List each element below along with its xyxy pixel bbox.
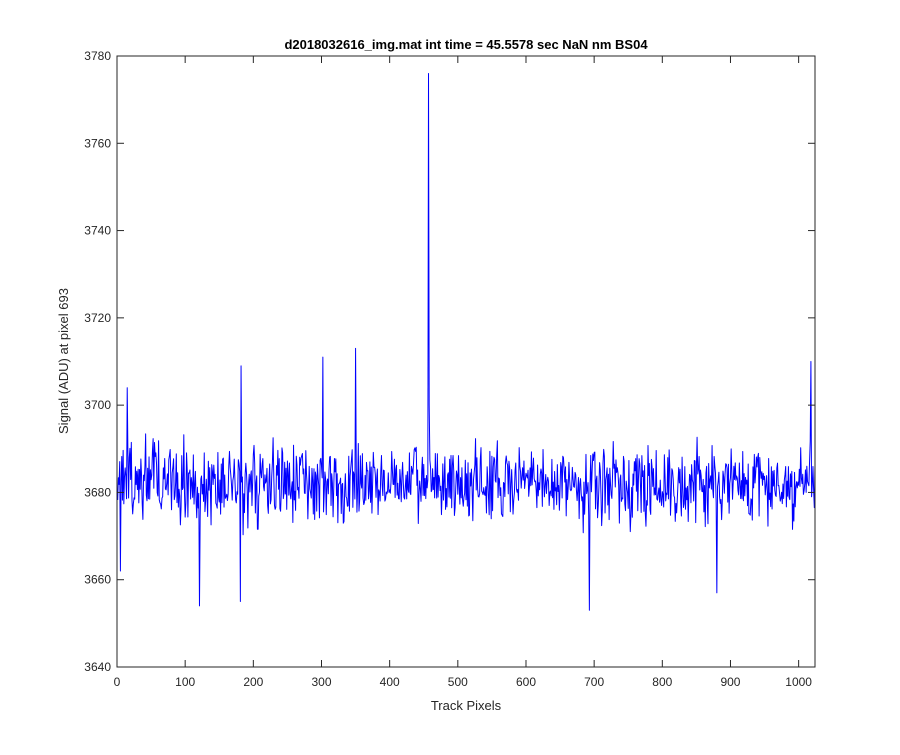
x-tick-label: 800 bbox=[652, 675, 672, 689]
y-tick-label: 3740 bbox=[84, 224, 111, 238]
axes-box bbox=[116, 55, 816, 668]
x-tick-label: 500 bbox=[448, 675, 468, 689]
x-tick-label: 100 bbox=[175, 675, 195, 689]
x-axis-label: Track Pixels bbox=[431, 698, 502, 713]
y-tick-label: 3700 bbox=[84, 398, 111, 412]
signal-series-line bbox=[117, 72, 816, 611]
data-layer bbox=[117, 72, 816, 611]
x-tick-label: 0 bbox=[114, 675, 121, 689]
y-tick-label: 3780 bbox=[84, 49, 111, 63]
x-tick-label: 1000 bbox=[785, 675, 812, 689]
y-tick-label: 3680 bbox=[84, 485, 111, 499]
x-tick-label: 400 bbox=[380, 675, 400, 689]
x-tick-label: 200 bbox=[243, 675, 263, 689]
y-tick-label: 3760 bbox=[84, 136, 111, 150]
plot-area bbox=[117, 56, 815, 667]
x-tick-label: 700 bbox=[584, 675, 604, 689]
chart-title: d2018032616_img.mat int time = 45.5578 s… bbox=[284, 37, 648, 52]
x-tick-label: 600 bbox=[516, 675, 536, 689]
y-tick-label: 3640 bbox=[84, 660, 111, 674]
y-axis-label: Signal (ADU) at pixel 693 bbox=[56, 288, 71, 434]
x-tick-label: 900 bbox=[720, 675, 740, 689]
y-tick-label: 3660 bbox=[84, 573, 111, 587]
y-tick-label: 3720 bbox=[84, 311, 111, 325]
ticks-layer: 0 100 200 300 400 500 600 700 800 900 1000 3640 3660… bbox=[84, 49, 815, 689]
x-tick-label: 300 bbox=[311, 675, 331, 689]
